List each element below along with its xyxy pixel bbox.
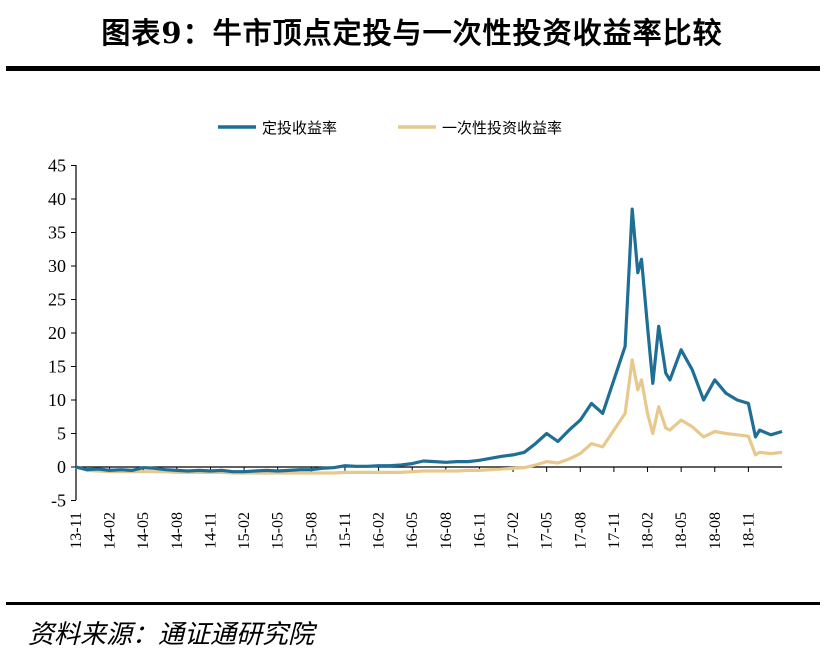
x-tick-label: 18-08: [707, 512, 724, 549]
x-tick-label: 15-08: [303, 512, 320, 549]
y-tick-label: 40: [48, 189, 66, 209]
top-rule: [6, 66, 820, 71]
y-tick-label: 15: [48, 357, 66, 377]
y-tick-label: 45: [48, 156, 66, 176]
x-tick-label: 16-11: [471, 512, 488, 549]
x-tick-label: 14-05: [135, 512, 152, 549]
x-tick-label: 17-08: [572, 512, 589, 549]
series-line-lump-sum: [75, 358, 783, 475]
x-tick-label: 15-02: [236, 512, 253, 549]
x-tick-label: 16-05: [404, 512, 421, 549]
x-tick-label: 18-02: [640, 512, 657, 549]
x-tick-label: 17-11: [606, 512, 623, 549]
y-tick-label: 0: [57, 457, 66, 477]
x-tick-label: 18-11: [740, 512, 757, 549]
series-group: [75, 207, 783, 475]
y-tick-label: 10: [48, 390, 66, 410]
x-tick-label: 13-11: [68, 512, 85, 549]
x-tick-label: 14-08: [169, 512, 186, 549]
x-tick-label: 15-11: [337, 512, 354, 549]
x-axis: 13-11 14-02 14-05 14-08 14-11 15-02 15-05 15-08…: [68, 466, 782, 549]
source-note: 资料来源：通证通研究院: [28, 620, 315, 650]
y-tick-label: 30: [48, 256, 66, 276]
y-tick-label: 35: [48, 223, 66, 243]
x-tick-label: 14-11: [202, 512, 219, 549]
x-tick-label: 17-05: [539, 512, 556, 549]
line-chart: 定投收益率 一次性投资收益率 -5 0 5 10 15 20 25 30 35 40 45 13-11…: [48, 119, 783, 549]
x-tick-label: 18-05: [673, 512, 690, 549]
x-tick-label: 15-05: [270, 512, 287, 549]
x-tick-label: 14-02: [102, 512, 119, 549]
bottom-rule: [6, 602, 820, 605]
x-tick-label: 17-02: [505, 512, 522, 549]
legend: 定投收益率 一次性投资收益率: [218, 119, 562, 137]
legend-item-dca-label: 定投收益率: [262, 119, 337, 137]
y-tick-label: 5: [57, 424, 66, 444]
x-tick-label: 16-08: [438, 512, 455, 549]
y-tick-label: 25: [48, 290, 66, 310]
x-tick-label: 16-02: [371, 512, 388, 549]
y-axis: -5 0 5 10 15 20 25 30 35 40 45: [48, 156, 77, 511]
y-tick-label: -5: [51, 491, 66, 511]
y-tick-label: 20: [48, 323, 66, 343]
series-line-dca: [75, 207, 783, 474]
legend-item-lump-sum-label: 一次性投资收益率: [442, 119, 562, 137]
chart-title: 图表9：牛市顶点定投与一次性投资收益率比较: [101, 16, 723, 50]
